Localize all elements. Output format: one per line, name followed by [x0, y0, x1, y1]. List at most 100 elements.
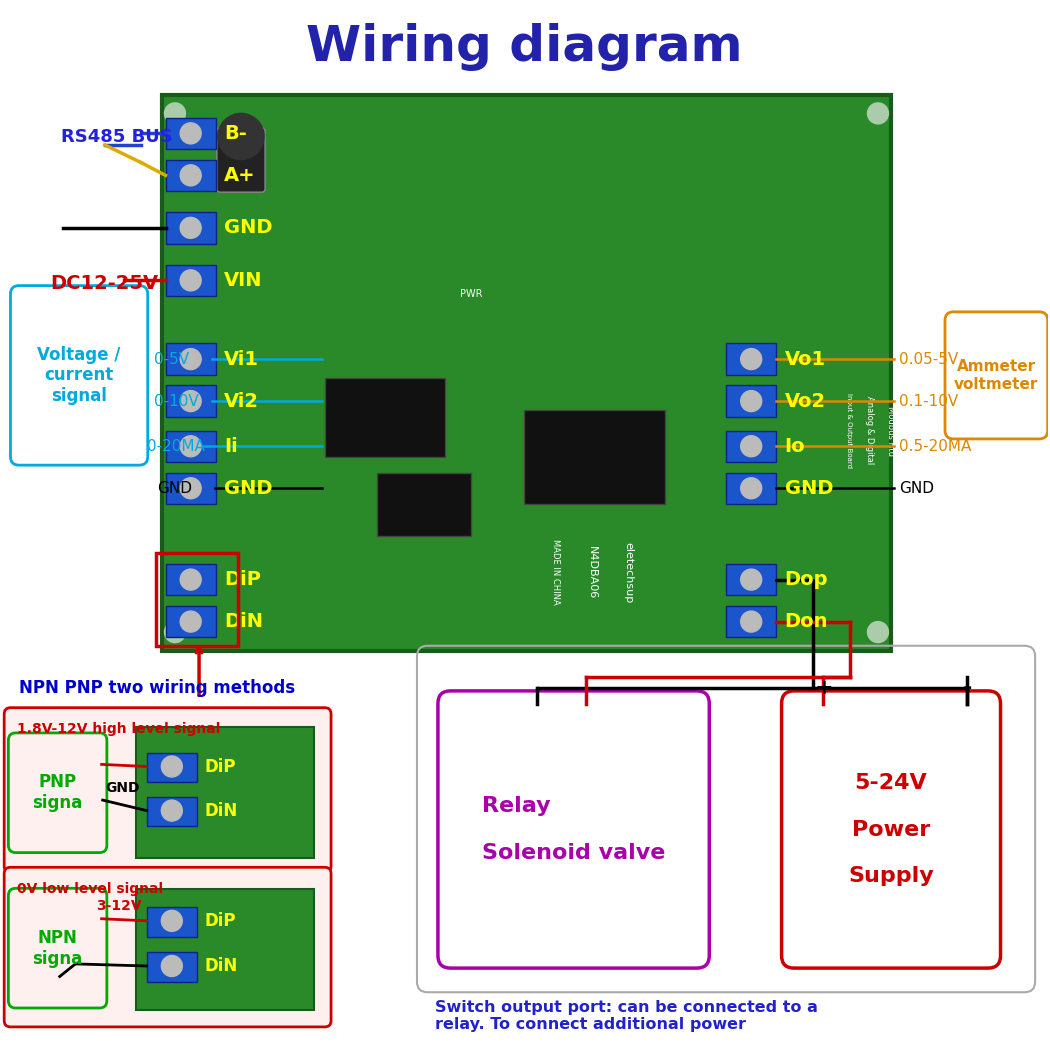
Text: Modbus Rtu: Modbus Rtu — [886, 405, 895, 456]
Circle shape — [867, 622, 888, 643]
Circle shape — [162, 910, 183, 931]
Text: Voltage /
current
signal: Voltage / current signal — [38, 345, 121, 405]
Circle shape — [181, 569, 202, 590]
FancyBboxPatch shape — [166, 385, 216, 417]
Text: Ii: Ii — [225, 437, 238, 456]
Circle shape — [740, 611, 761, 632]
Circle shape — [181, 349, 202, 370]
Text: 0V low level signal: 0V low level signal — [17, 882, 163, 896]
FancyBboxPatch shape — [166, 160, 216, 191]
Text: MADE IN CHINA: MADE IN CHINA — [551, 540, 560, 605]
FancyBboxPatch shape — [726, 564, 776, 595]
Text: Wiring diagram: Wiring diagram — [306, 23, 742, 71]
Circle shape — [181, 165, 202, 186]
FancyBboxPatch shape — [136, 727, 314, 858]
Circle shape — [181, 270, 202, 291]
Text: GND: GND — [225, 218, 273, 237]
Circle shape — [867, 103, 888, 124]
FancyBboxPatch shape — [136, 889, 314, 1010]
Text: NPN
signa: NPN signa — [33, 929, 83, 967]
Circle shape — [740, 436, 761, 457]
Text: B-: B- — [225, 124, 247, 143]
Text: PNP
signa: PNP signa — [33, 774, 83, 812]
Circle shape — [740, 391, 761, 412]
Text: DiP: DiP — [205, 911, 236, 930]
Circle shape — [740, 478, 761, 499]
Text: 0-20MA: 0-20MA — [147, 439, 205, 454]
FancyBboxPatch shape — [166, 564, 216, 595]
Text: GND: GND — [899, 481, 933, 496]
Text: Vi1: Vi1 — [225, 350, 259, 369]
Circle shape — [181, 123, 202, 144]
Text: 3-12V: 3-12V — [97, 899, 142, 914]
Circle shape — [162, 956, 183, 976]
Text: DiN: DiN — [225, 612, 264, 631]
Text: 0.1-10V: 0.1-10V — [899, 394, 959, 408]
FancyBboxPatch shape — [726, 343, 776, 375]
Circle shape — [181, 436, 202, 457]
FancyBboxPatch shape — [147, 907, 197, 937]
FancyBboxPatch shape — [166, 118, 216, 149]
Text: 1.8V-12V high level signal: 1.8V-12V high level signal — [17, 722, 221, 736]
Text: Analog & Digital: Analog & Digital — [865, 396, 874, 464]
Text: 0-5V: 0-5V — [154, 352, 189, 366]
Text: 0-10V: 0-10V — [154, 394, 198, 408]
FancyBboxPatch shape — [524, 410, 666, 504]
FancyBboxPatch shape — [726, 430, 776, 462]
FancyBboxPatch shape — [324, 378, 445, 457]
FancyBboxPatch shape — [163, 94, 890, 651]
FancyBboxPatch shape — [726, 385, 776, 417]
Text: GND: GND — [158, 481, 192, 496]
Text: Ammeter
voltmeter: Ammeter voltmeter — [954, 359, 1038, 392]
Circle shape — [181, 217, 202, 238]
Text: GND: GND — [784, 479, 834, 498]
FancyBboxPatch shape — [4, 867, 331, 1027]
Text: A+: A+ — [225, 166, 256, 185]
Text: 5-24V

Power

Supply: 5-24V Power Supply — [848, 773, 933, 886]
Text: N4DBA06: N4DBA06 — [587, 546, 597, 598]
Circle shape — [218, 113, 264, 160]
Text: +: + — [814, 677, 833, 698]
FancyBboxPatch shape — [166, 265, 216, 296]
Text: 0.05-5V: 0.05-5V — [899, 352, 959, 366]
FancyBboxPatch shape — [726, 606, 776, 637]
Text: GND: GND — [225, 479, 273, 498]
Text: Vi2: Vi2 — [225, 392, 259, 411]
Text: DiN: DiN — [205, 957, 237, 975]
Text: eletechsup: eletechsup — [624, 542, 633, 603]
Circle shape — [181, 611, 202, 632]
Text: Io: Io — [784, 437, 805, 456]
Text: Switch output port: can be connected to a
relay. To connect additional power: Switch output port: can be connected to … — [435, 1000, 818, 1032]
FancyBboxPatch shape — [377, 472, 471, 536]
Text: GND: GND — [105, 780, 140, 795]
Text: Dop: Dop — [784, 570, 828, 589]
Text: Don: Don — [784, 612, 828, 631]
FancyBboxPatch shape — [166, 343, 216, 375]
Circle shape — [165, 622, 186, 643]
Text: 0.5-20MA: 0.5-20MA — [899, 439, 971, 454]
FancyBboxPatch shape — [147, 952, 197, 982]
Circle shape — [181, 391, 202, 412]
Text: DiP: DiP — [205, 757, 236, 776]
FancyBboxPatch shape — [217, 128, 265, 192]
Text: Vo2: Vo2 — [784, 392, 826, 411]
Text: NPN PNP two wiring methods: NPN PNP two wiring methods — [19, 678, 295, 697]
Circle shape — [740, 349, 761, 370]
FancyBboxPatch shape — [147, 797, 197, 826]
FancyBboxPatch shape — [166, 430, 216, 462]
Text: VIN: VIN — [225, 271, 262, 290]
FancyBboxPatch shape — [166, 472, 216, 504]
Circle shape — [181, 478, 202, 499]
FancyBboxPatch shape — [166, 606, 216, 637]
Text: Relay

Solenoid valve: Relay Solenoid valve — [482, 796, 666, 863]
Text: -: - — [963, 677, 971, 698]
Text: DiN: DiN — [205, 801, 237, 820]
Text: Input & Output Board: Input & Output Board — [845, 393, 852, 468]
Circle shape — [740, 569, 761, 590]
Text: DiP: DiP — [225, 570, 261, 589]
Text: Vo1: Vo1 — [784, 350, 826, 369]
Circle shape — [165, 103, 186, 124]
FancyBboxPatch shape — [726, 472, 776, 504]
Circle shape — [162, 756, 183, 777]
Text: PWR: PWR — [460, 289, 483, 299]
